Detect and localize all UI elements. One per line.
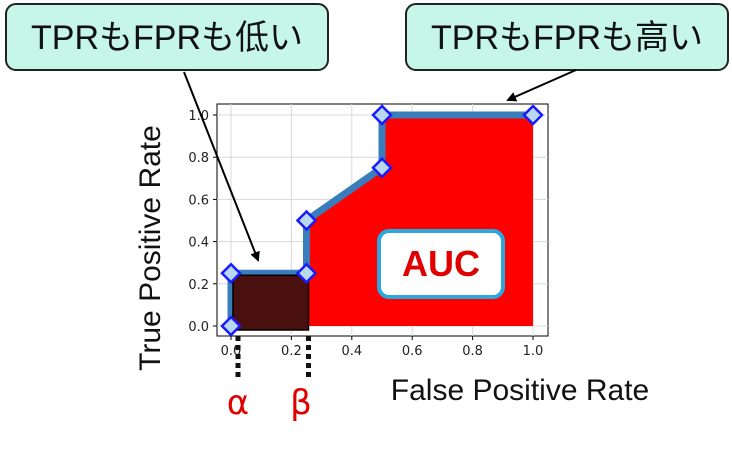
point-markers-layer — [220, 104, 544, 337]
auc-label-box: AUC — [377, 229, 505, 299]
y-tick-label: 0.4 — [188, 236, 209, 251]
roc-point-marker — [220, 262, 242, 285]
roc-point-marker — [295, 262, 318, 285]
x-tick-label: 0.8 — [462, 344, 483, 359]
threshold-guides — [235, 336, 311, 380]
beta-label: β — [290, 383, 312, 423]
roc-point-marker — [371, 156, 393, 179]
arrow-high — [506, 69, 577, 102]
y-tick-label: 0.2 — [188, 278, 209, 293]
auc-label: AUC — [402, 243, 480, 284]
y-tick-label: 0.6 — [188, 193, 209, 208]
roc-point-marker — [295, 209, 318, 232]
arrow-low — [183, 71, 260, 262]
alpha-label: α — [227, 383, 249, 423]
y-tick-label: 0.0 — [188, 320, 209, 335]
callout-low: TPRもFPRも低い — [5, 3, 329, 71]
roc-point-marker — [220, 315, 242, 337]
low-region-layer — [232, 274, 310, 331]
callout-low-label: TPRもFPRも低い — [31, 19, 303, 57]
roc-point-marker — [522, 104, 544, 126]
x-tick-label: 0.6 — [402, 344, 423, 359]
roc-point-marker — [371, 104, 393, 126]
y-tick-label: 0.8 — [188, 151, 209, 166]
x-tick-label: 1.0 — [523, 344, 544, 359]
callout-high: TPRもFPRも高い — [405, 3, 729, 71]
x-tick-label: 0.2 — [281, 344, 302, 359]
y-axis-label: True Positive Rate — [134, 125, 167, 371]
x-tick-label: 0.4 — [341, 344, 362, 359]
low-region-box — [232, 274, 310, 331]
x-axis-label: False Positive Rate — [391, 374, 649, 407]
callout-high-label: TPRもFPRも高い — [431, 19, 703, 57]
